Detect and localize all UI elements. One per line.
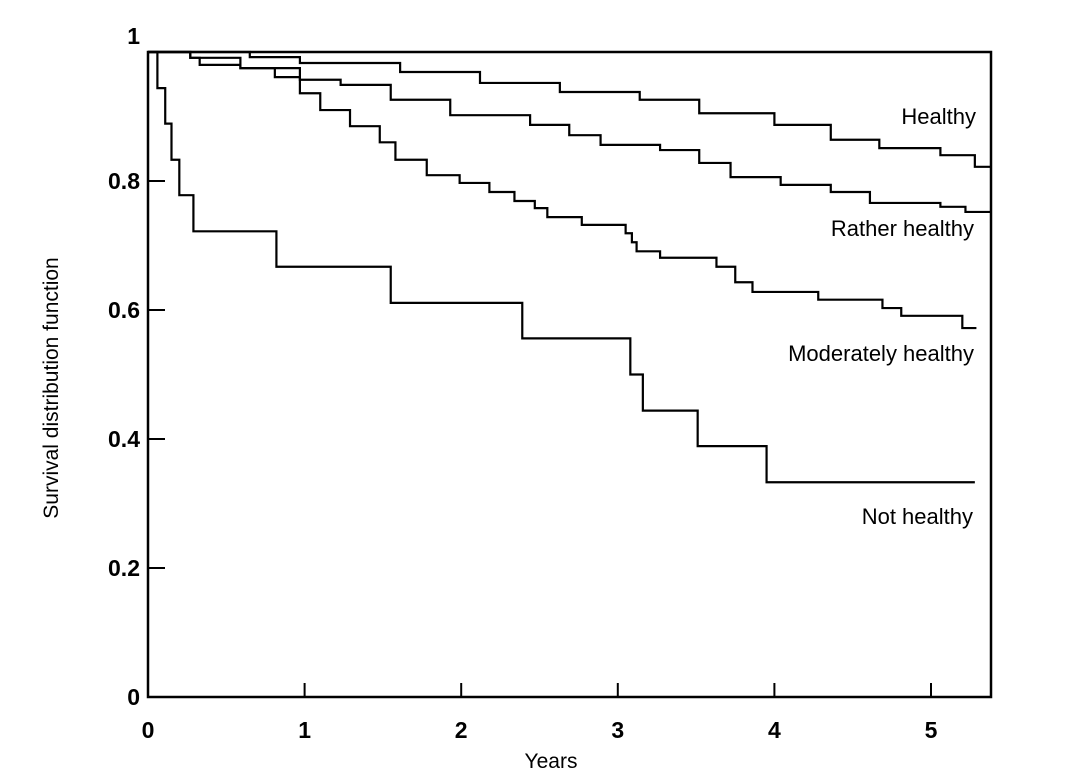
y-tick-label: 0 bbox=[127, 684, 140, 710]
series-label-moderately-healthy: Moderately healthy bbox=[788, 341, 974, 366]
y-tick-label: 0.4 bbox=[108, 426, 140, 452]
plot-frame bbox=[146, 50, 993, 699]
y-tick-label: 0.2 bbox=[108, 555, 140, 581]
y-tick-label: 0.8 bbox=[108, 168, 140, 194]
x-axis-label: Years bbox=[525, 750, 578, 773]
x-tick-label: 5 bbox=[925, 717, 938, 743]
y-tick-label: 1 bbox=[127, 23, 140, 49]
x-tick-label: 2 bbox=[455, 717, 468, 743]
series-label-not-healthy: Not healthy bbox=[862, 504, 973, 529]
survival-curve-healthy bbox=[148, 50, 991, 168]
survival-curve-not-healthy bbox=[148, 50, 975, 484]
x-tick-label: 3 bbox=[611, 717, 624, 743]
series-label-healthy: Healthy bbox=[901, 104, 976, 129]
y-axis-label: Survival distribution function bbox=[40, 257, 63, 518]
x-tick-label: 1 bbox=[298, 717, 311, 743]
survival-curve-moderately-healthy bbox=[148, 50, 977, 330]
series-label-rather-healthy: Rather healthy bbox=[831, 216, 974, 241]
x-tick-label: 4 bbox=[768, 717, 781, 743]
x-tick-label: 0 bbox=[142, 717, 155, 743]
y-tick-label: 0.6 bbox=[108, 297, 140, 323]
